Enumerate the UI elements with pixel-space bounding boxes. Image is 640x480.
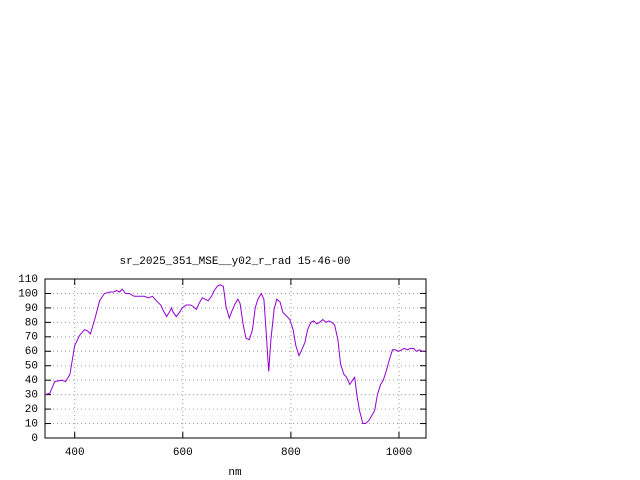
- x-tick-label: 600: [173, 447, 193, 459]
- y-tick-label: 10: [25, 418, 38, 430]
- y-tick-label: 40: [25, 375, 38, 387]
- y-tick-label: 100: [18, 288, 38, 300]
- y-tick-label: 20: [25, 404, 38, 416]
- chart-title: sr_2025_351_MSE__y02_r_rad 15-46-00: [119, 256, 350, 268]
- x-tick-label: 1000: [386, 447, 412, 459]
- x-tick-label: 800: [281, 447, 301, 459]
- y-tick-label: 0: [31, 433, 38, 445]
- x-tick-label: 400: [65, 447, 85, 459]
- y-tick-label: 90: [25, 303, 38, 315]
- y-tick-label: 60: [25, 346, 38, 358]
- y-tick-label: 110: [18, 274, 38, 286]
- y-tick-label: 30: [25, 390, 38, 402]
- data-line: [44, 284, 425, 424]
- y-tick-label: 80: [25, 317, 38, 329]
- y-tick-label: 70: [25, 332, 38, 344]
- x-axis-label: nm: [228, 467, 242, 479]
- plot-border: [44, 278, 427, 439]
- y-tick-label: 50: [25, 361, 38, 373]
